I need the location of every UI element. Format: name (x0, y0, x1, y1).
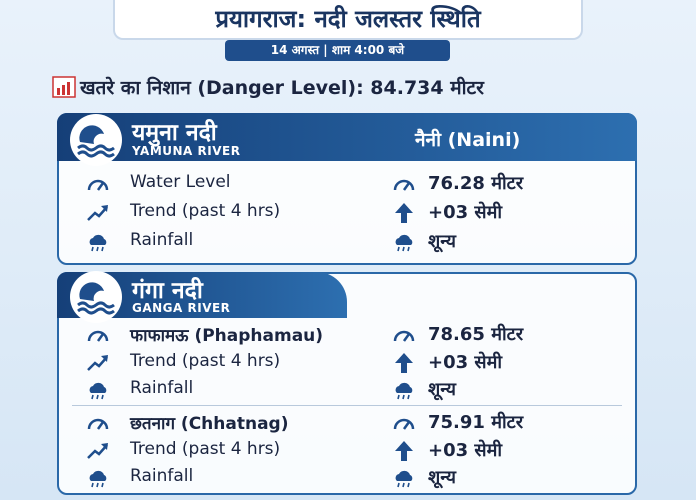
river-name: गंगा नदी (132, 278, 203, 304)
row-value: +03 सेमी (428, 202, 502, 223)
trend-icon (86, 440, 110, 462)
row-value: शून्य (428, 231, 456, 252)
gauge-icon (86, 324, 110, 346)
row-label: Rainfall (130, 466, 194, 486)
trend-icon (86, 352, 110, 374)
river-icon (68, 112, 124, 168)
row-label: Rainfall (130, 378, 194, 398)
row-label: छतनाग (Chhatnag) (130, 414, 289, 434)
row-value: 76.28 मीटर (428, 173, 524, 194)
station-name: नैनी (Naini) (415, 129, 521, 151)
row-value: शून्य (428, 379, 456, 400)
gauge-icon (392, 412, 416, 434)
river-icon (68, 269, 124, 325)
cloud-icon (86, 467, 110, 489)
row-label: Water Level (130, 172, 231, 192)
row-value: +03 सेमी (428, 440, 502, 461)
row-value: शून्य (428, 467, 456, 488)
row-label: Rainfall (130, 230, 194, 250)
river-name-en: GANGA RIVER (132, 301, 231, 315)
gauge-icon (86, 173, 110, 195)
gauge-icon (392, 173, 416, 195)
cloud-icon (86, 379, 110, 401)
row-value: 75.91 मीटर (428, 412, 524, 433)
chart-icon (52, 76, 76, 98)
row-label: Trend (past 4 hrs) (130, 351, 281, 371)
gauge-icon (392, 324, 416, 346)
river-name-en: YAMUNA RIVER (132, 144, 241, 158)
cloud-icon (392, 379, 416, 401)
row-label: फाफामऊ (Phaphamau) (130, 326, 324, 346)
subtitle: 14 अगस्त | शाम 4:00 बजे (225, 40, 450, 61)
up-icon (392, 352, 416, 374)
row-label: Trend (past 4 hrs) (130, 439, 281, 459)
gauge-icon (86, 412, 110, 434)
danger-level: खतरे का निशान (Danger Level): 84.734 मीट… (80, 77, 484, 99)
ganga-card (57, 272, 637, 495)
title: प्रयागराज: नदी जलस्तर स्थिति (113, 0, 583, 40)
up-icon (392, 440, 416, 462)
cloud-icon (392, 467, 416, 489)
row-value: 78.65 मीटर (428, 324, 524, 345)
separator (72, 405, 622, 406)
row-value: +03 सेमी (428, 352, 502, 373)
river-name: यमुना नदी (132, 120, 217, 146)
cloud-icon (86, 231, 110, 253)
row-label: Trend (past 4 hrs) (130, 201, 281, 221)
cloud-icon (392, 231, 416, 253)
up-icon (392, 202, 416, 224)
yamuna-header (57, 113, 637, 161)
trend-icon (86, 202, 110, 224)
